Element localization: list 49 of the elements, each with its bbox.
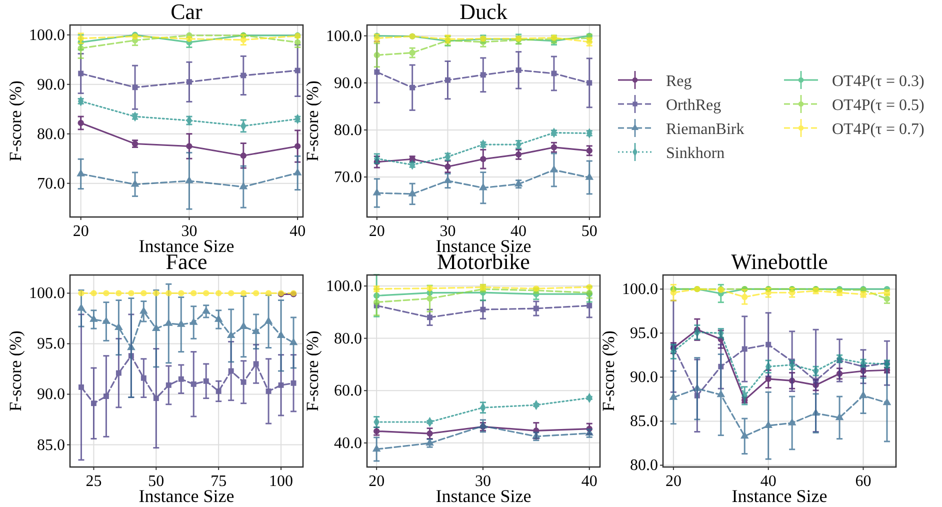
legend-label: Reg — [666, 73, 692, 90]
x-tick-label: 20 — [368, 223, 385, 240]
legend-label: OrthReg — [666, 97, 722, 114]
y-axis-title: F-score (%) — [6, 80, 25, 162]
legend-label: RiemanBirk — [666, 121, 744, 138]
x-tick-label: 50 — [581, 223, 598, 240]
y-axis-title: F-score (%) — [303, 330, 322, 412]
y-tick-label: 85.0 — [630, 413, 658, 430]
y-axis-title: F-score (%) — [6, 330, 25, 412]
y-tick-label: 95.0 — [37, 336, 65, 353]
y-tick-label: 90.0 — [37, 76, 65, 94]
y-tick-label: 100.0 — [326, 278, 362, 295]
y-tick-label: 80.0 — [334, 122, 362, 139]
y-tick-label: 100.0 — [622, 281, 658, 298]
y-tick-label: 80.0 — [630, 457, 658, 474]
x-tick-label: 20 — [368, 473, 385, 490]
legend-label: OT4P(τ = 0.5) — [832, 97, 924, 114]
y-axis-title: F-score (%) — [599, 330, 618, 412]
y-axis-title: F-score (%) — [303, 80, 322, 162]
y-tick-label: 100.0 — [326, 28, 362, 45]
y-tick-label: 40.0 — [334, 434, 362, 452]
chart-title: Duck — [460, 0, 508, 24]
y-tick-label: 80.0 — [334, 330, 362, 348]
y-tick-label: 85.0 — [37, 436, 65, 454]
x-tick-label: 40 — [510, 223, 527, 240]
y-tick-label: 70.0 — [37, 175, 65, 192]
y-tick-label: 60.0 — [334, 382, 362, 400]
x-tick-label: 40 — [581, 473, 598, 490]
y-tick-label: 90.0 — [630, 369, 658, 386]
x-tick-label: 20 — [72, 223, 89, 240]
y-tick-label: 90.0 — [37, 386, 65, 404]
x-tick-label: 30 — [440, 223, 456, 240]
y-tick-label: 95.0 — [630, 325, 658, 342]
x-tick-label: 100 — [269, 473, 294, 490]
y-tick-label: 100.0 — [29, 26, 65, 44]
y-tick-label: 100.0 — [29, 285, 65, 302]
y-tick-label: 70.0 — [334, 169, 362, 186]
chart-title: Winebottle — [731, 249, 828, 274]
x-tick-label: 30 — [181, 223, 198, 240]
y-tick-label: 90.0 — [334, 74, 362, 92]
legend-label: OT4P(τ = 0.3) — [832, 73, 924, 90]
legend-label: Sinkhorn — [666, 145, 725, 162]
legend-label: OT4P(τ = 0.7) — [832, 121, 924, 138]
x-tick-label: 60 — [855, 473, 872, 490]
chart-title: Car — [170, 0, 204, 24]
x-tick-label: 20 — [665, 473, 682, 490]
x-tick-label: 40 — [290, 223, 306, 240]
x-tick-label: 25 — [86, 473, 102, 490]
y-tick-label: 80.0 — [37, 126, 65, 143]
